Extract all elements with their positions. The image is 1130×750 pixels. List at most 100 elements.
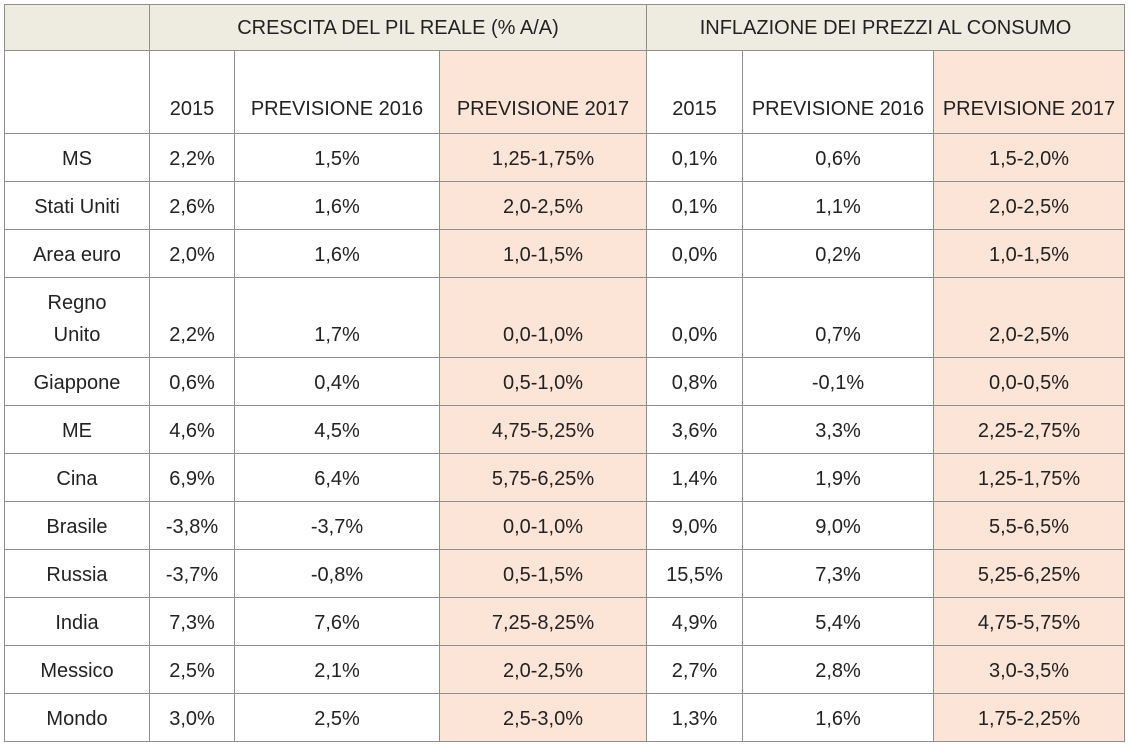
gdp-forecast-2016-cell: -0,8%: [234, 549, 440, 598]
gdp-2015-header: 2015: [149, 50, 235, 134]
inflation-forecast-2017-cell: 1,25-1,75%: [933, 453, 1125, 502]
gdp-2015-cell: 2,5%: [149, 645, 235, 694]
inflation-forecast-2017-cell: 1,5-2,0%: [933, 133, 1125, 182]
table-row: India 7,3% 7,6% 7,25-8,25% 4,9% 5,4% 4,75-5,75…: [4, 597, 1125, 646]
country-cell: India: [4, 597, 150, 646]
inflation-forecast-2017-cell: 0,0-0,5%: [933, 357, 1125, 406]
table-row: Brasile -3,8% -3,7% 0,0-1,0% 9,0% 9,0% 5,5-6,5…: [4, 501, 1125, 550]
inflation-2015-cell: 0,8%: [646, 357, 743, 406]
inflation-forecast-2017-header: PREVISIONE 2017: [933, 50, 1125, 134]
inflation-forecast-2017-cell: 2,0-2,5%: [933, 181, 1125, 230]
country-cell: Mondo: [4, 693, 150, 742]
gdp-forecast-2016-cell: 1,6%: [234, 229, 440, 278]
inflation-2015-cell: 2,7%: [646, 645, 743, 694]
table-row: MS 2,2% 1,5% 1,25-1,75% 0,1% 0,6% 1,5-2,0%: [4, 133, 1125, 182]
inflation-forecast-2017-cell: 2,25-2,75%: [933, 405, 1125, 454]
inflation-header: INFLAZIONE DEI PREZZI AL CONSUMO: [646, 4, 1125, 51]
country-cell: Messico: [4, 645, 150, 694]
inflation-forecast-2017-cell: 5,25-6,25%: [933, 549, 1125, 598]
corner-cell: [4, 4, 150, 51]
table-row: Messico 2,5% 2,1% 2,0-2,5% 2,7% 2,8% 3,0-3,5%: [4, 645, 1125, 694]
gdp-2015-cell: 2,2%: [149, 133, 235, 182]
inflation-forecast-2017-cell: 3,0-3,5%: [933, 645, 1125, 694]
inflation-forecast-2016-cell: 0,7%: [742, 277, 934, 358]
country-cell: ME: [4, 405, 150, 454]
gdp-forecast-2016-cell: 6,4%: [234, 453, 440, 502]
inflation-forecast-2016-cell: 1,9%: [742, 453, 934, 502]
inflation-2015-cell: 0,1%: [646, 181, 743, 230]
inflation-2015-header: 2015: [646, 50, 743, 134]
gdp-forecast-2017-cell: 2,0-2,5%: [439, 645, 647, 694]
table-row: Regno Unito 2,2% 1,7% 0,0-1,0% 0,0% 0,7% 2,0-2…: [4, 277, 1125, 358]
gdp-2015-cell: 6,9%: [149, 453, 235, 502]
inflation-forecast-2017-cell: 2,0-2,5%: [933, 277, 1125, 358]
inflation-forecast-2016-cell: 3,3%: [742, 405, 934, 454]
inflation-forecast-2016-cell: 7,3%: [742, 549, 934, 598]
gdp-forecast-2017-cell: 0,5-1,0%: [439, 357, 647, 406]
inflation-2015-cell: 9,0%: [646, 501, 743, 550]
table-row: Giappone 0,6% 0,4% 0,5-1,0% 0,8% -0,1% 0,0-0,5…: [4, 357, 1125, 406]
inflation-2015-cell: 1,4%: [646, 453, 743, 502]
inflation-2015-cell: 4,9%: [646, 597, 743, 646]
gdp-forecast-2017-cell: 7,25-8,25%: [439, 597, 647, 646]
inflation-forecast-2017-cell: 1,0-1,5%: [933, 229, 1125, 278]
gdp-2015-cell: 2,6%: [149, 181, 235, 230]
gdp-forecast-2016-cell: 2,1%: [234, 645, 440, 694]
country-cell: Brasile: [4, 501, 150, 550]
gdp-forecast-2016-cell: 1,5%: [234, 133, 440, 182]
gdp-forecast-2016-cell: 2,5%: [234, 693, 440, 742]
table-body: MS 2,2% 1,5% 1,25-1,75% 0,1% 0,6% 1,5-2,0% Stat…: [4, 133, 1125, 742]
inflation-forecast-2016-cell: 0,2%: [742, 229, 934, 278]
country-cell: Russia: [4, 549, 150, 598]
gdp-forecast-2016-cell: 1,6%: [234, 181, 440, 230]
table-row: ME 4,6% 4,5% 4,75-5,25% 3,6% 3,3% 2,25-2,75%: [4, 405, 1125, 454]
inflation-2015-cell: 3,6%: [646, 405, 743, 454]
gdp-forecast-2017-cell: 2,0-2,5%: [439, 181, 647, 230]
gdp-forecast-2016-cell: 1,7%: [234, 277, 440, 358]
gdp-2015-cell: -3,7%: [149, 549, 235, 598]
forecast-table: CRESCITA DEL PIL REALE (% A/A) INFLAZION…: [4, 4, 1125, 742]
table-row: Cina 6,9% 6,4% 5,75-6,25% 1,4% 1,9% 1,25-1,75%: [4, 453, 1125, 502]
country-cell: Stati Uniti: [4, 181, 150, 230]
gdp-forecast-2016-cell: -3,7%: [234, 501, 440, 550]
gdp-2015-cell: 2,0%: [149, 229, 235, 278]
inflation-forecast-2016-cell: 9,0%: [742, 501, 934, 550]
gdp-forecast-2016-cell: 0,4%: [234, 357, 440, 406]
gdp-2015-cell: 3,0%: [149, 693, 235, 742]
gdp-forecast-2017-cell: 2,5-3,0%: [439, 693, 647, 742]
gdp-forecast-2017-cell: 4,75-5,25%: [439, 405, 647, 454]
gdp-2015-cell: 7,3%: [149, 597, 235, 646]
inflation-forecast-2016-cell: -0,1%: [742, 357, 934, 406]
gdp-forecast-2016-cell: 7,6%: [234, 597, 440, 646]
gdp-growth-header: CRESCITA DEL PIL REALE (% A/A): [149, 4, 647, 51]
inflation-2015-cell: 0,0%: [646, 277, 743, 358]
gdp-forecast-2017-cell: 0,0-1,0%: [439, 501, 647, 550]
gdp-forecast-2017-cell: 0,0-1,0%: [439, 277, 647, 358]
inflation-2015-cell: 0,1%: [646, 133, 743, 182]
inflation-forecast-2016-cell: 5,4%: [742, 597, 934, 646]
table-row: Mondo 3,0% 2,5% 2,5-3,0% 1,3% 1,6% 1,75-2,25%: [4, 693, 1125, 742]
gdp-forecast-2017-cell: 0,5-1,5%: [439, 549, 647, 598]
country-cell: MS: [4, 133, 150, 182]
inflation-2015-cell: 15,5%: [646, 549, 743, 598]
table-row: Russia -3,7% -0,8% 0,5-1,5% 15,5% 7,3% 5,25-6,…: [4, 549, 1125, 598]
gdp-forecast-2017-cell: 5,75-6,25%: [439, 453, 647, 502]
inflation-2015-cell: 0,0%: [646, 229, 743, 278]
gdp-2015-cell: -3,8%: [149, 501, 235, 550]
country-cell: Area euro: [4, 229, 150, 278]
gdp-forecast-2016-header: PREVISIONE 2016: [234, 50, 440, 134]
group-header-row: CRESCITA DEL PIL REALE (% A/A) INFLAZION…: [4, 4, 1125, 51]
gdp-forecast-2017-cell: 1,25-1,75%: [439, 133, 647, 182]
country-cell: Regno Unito: [4, 277, 150, 358]
inflation-forecast-2017-cell: 1,75-2,25%: [933, 693, 1125, 742]
inflation-forecast-2016-cell: 1,6%: [742, 693, 934, 742]
inflation-forecast-2016-cell: 2,8%: [742, 645, 934, 694]
gdp-2015-cell: 4,6%: [149, 405, 235, 454]
inflation-forecast-2016-cell: 1,1%: [742, 181, 934, 230]
gdp-forecast-2016-cell: 4,5%: [234, 405, 440, 454]
inflation-forecast-2017-cell: 4,75-5,75%: [933, 597, 1125, 646]
table-row: Area euro 2,0% 1,6% 1,0-1,5% 0,0% 0,2% 1,0-1,5…: [4, 229, 1125, 278]
inflation-forecast-2017-cell: 5,5-6,5%: [933, 501, 1125, 550]
gdp-2015-cell: 2,2%: [149, 277, 235, 358]
inflation-forecast-2016-cell: 0,6%: [742, 133, 934, 182]
